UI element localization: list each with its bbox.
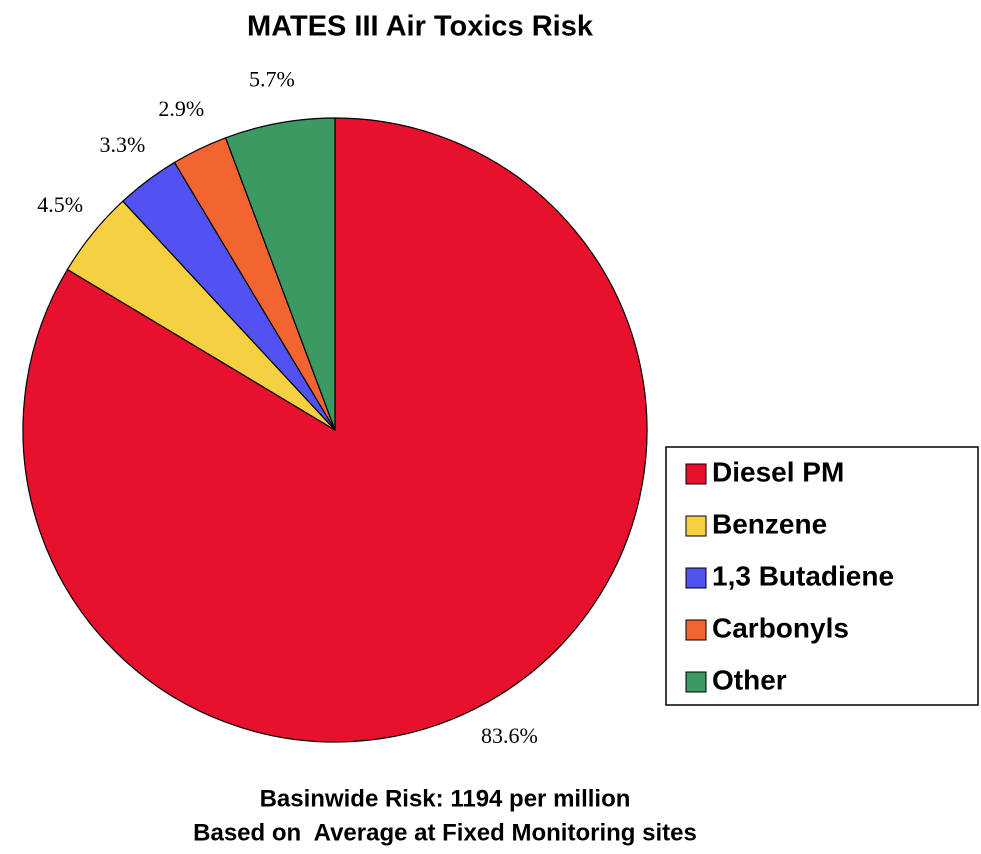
data-label: 83.6%: [481, 723, 538, 748]
legend-label: 1,3 Butadiene: [712, 560, 894, 591]
legend-label: Carbonyls: [712, 612, 849, 643]
legend-swatch: [685, 515, 707, 537]
legend-label: Other: [712, 664, 787, 695]
data-label: 4.5%: [37, 192, 83, 217]
data-label: 5.7%: [249, 67, 295, 92]
legend-swatch: [685, 619, 707, 641]
legend-swatch: [685, 567, 707, 589]
chart-title: MATES III Air Toxics Risk: [247, 11, 594, 43]
legend-box: [665, 446, 979, 706]
legend-swatch: [685, 463, 707, 485]
pie-slice: [224, 117, 336, 431]
legend-swatch: [685, 671, 707, 693]
data-label: 2.9%: [158, 96, 204, 121]
legend-label: Benzene: [712, 508, 827, 539]
legend-label: Diesel PM: [712, 456, 844, 487]
annotation: Basinwide Risk: 1194 per million: [260, 785, 631, 812]
annotation: Based on Average at Fixed Monitoring sit…: [193, 819, 697, 846]
data-label: 3.3%: [100, 132, 146, 157]
